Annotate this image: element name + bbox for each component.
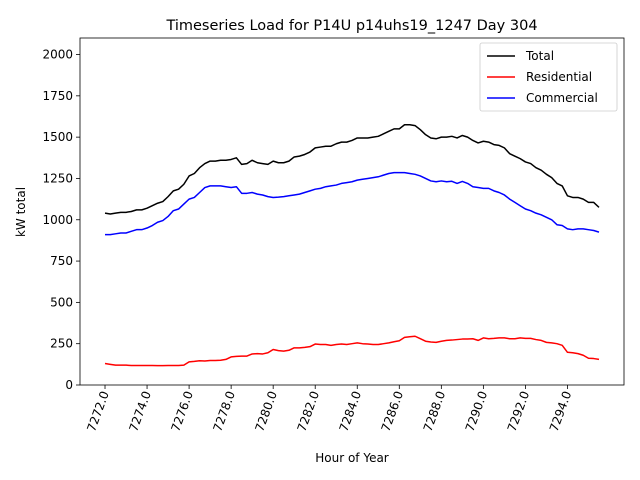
legend-box	[479, 42, 618, 112]
y-tick-label: 500	[50, 295, 73, 309]
legend-label: Commercial	[526, 91, 598, 105]
y-tick-label: 0	[65, 378, 73, 392]
legend: Total Residential Commercial	[479, 42, 618, 112]
x-axis-label: Hour of Year	[315, 451, 389, 465]
series-line-total	[104, 124, 600, 215]
series-line-commercial	[105, 171, 600, 236]
y-tick-label: 1000	[42, 213, 73, 227]
plot-frame	[79, 37, 625, 386]
series-line-residential	[104, 335, 600, 367]
legend-label: Residential	[526, 70, 592, 84]
y-tick-label: 750	[50, 254, 73, 268]
y-tick-label: 1750	[42, 89, 73, 103]
y-tick-label: 2000	[42, 48, 73, 62]
y-tick-label: 250	[50, 337, 73, 351]
y-tick-label: 1500	[42, 130, 73, 144]
y-tick-label: 1250	[42, 171, 73, 185]
chart-title: Timeseries Load for P14U p14uhs19_1247 D…	[165, 18, 537, 34]
y-axis-label: kW total	[14, 187, 28, 237]
legend-label: Total	[525, 49, 554, 63]
